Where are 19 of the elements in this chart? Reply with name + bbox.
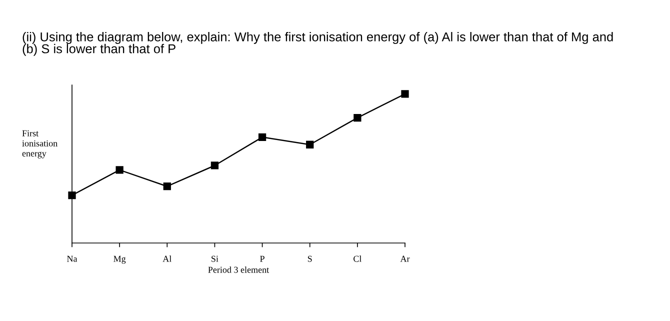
point bbox=[116, 166, 124, 174]
y-axis-title: First ionisation energy bbox=[22, 130, 58, 158]
x-tick-label: P bbox=[260, 256, 264, 262]
x-tick-label: Cl bbox=[354, 256, 362, 262]
point bbox=[68, 191, 76, 200]
point bbox=[401, 90, 409, 98]
x-tick-label: Mg bbox=[114, 256, 126, 264]
x-tick-label: Si bbox=[212, 256, 218, 262]
x-tick-label: Na bbox=[66, 256, 78, 262]
x-tick-label: Ar bbox=[400, 256, 410, 262]
point bbox=[210, 162, 219, 170]
x-axis-title: Period 3 element bbox=[208, 266, 270, 273]
chart-title: (ii) Using the diagram below, explain: Why the first ionisation energy of (a) Al is lower than that of Mg and (b) S is lower than that of P bbox=[22, 32, 613, 56]
x-tick-label: S bbox=[308, 256, 312, 262]
point bbox=[354, 114, 362, 122]
point bbox=[306, 140, 314, 148]
x-tick-label: Al bbox=[162, 256, 172, 262]
point bbox=[163, 182, 171, 190]
point bbox=[258, 133, 266, 141]
